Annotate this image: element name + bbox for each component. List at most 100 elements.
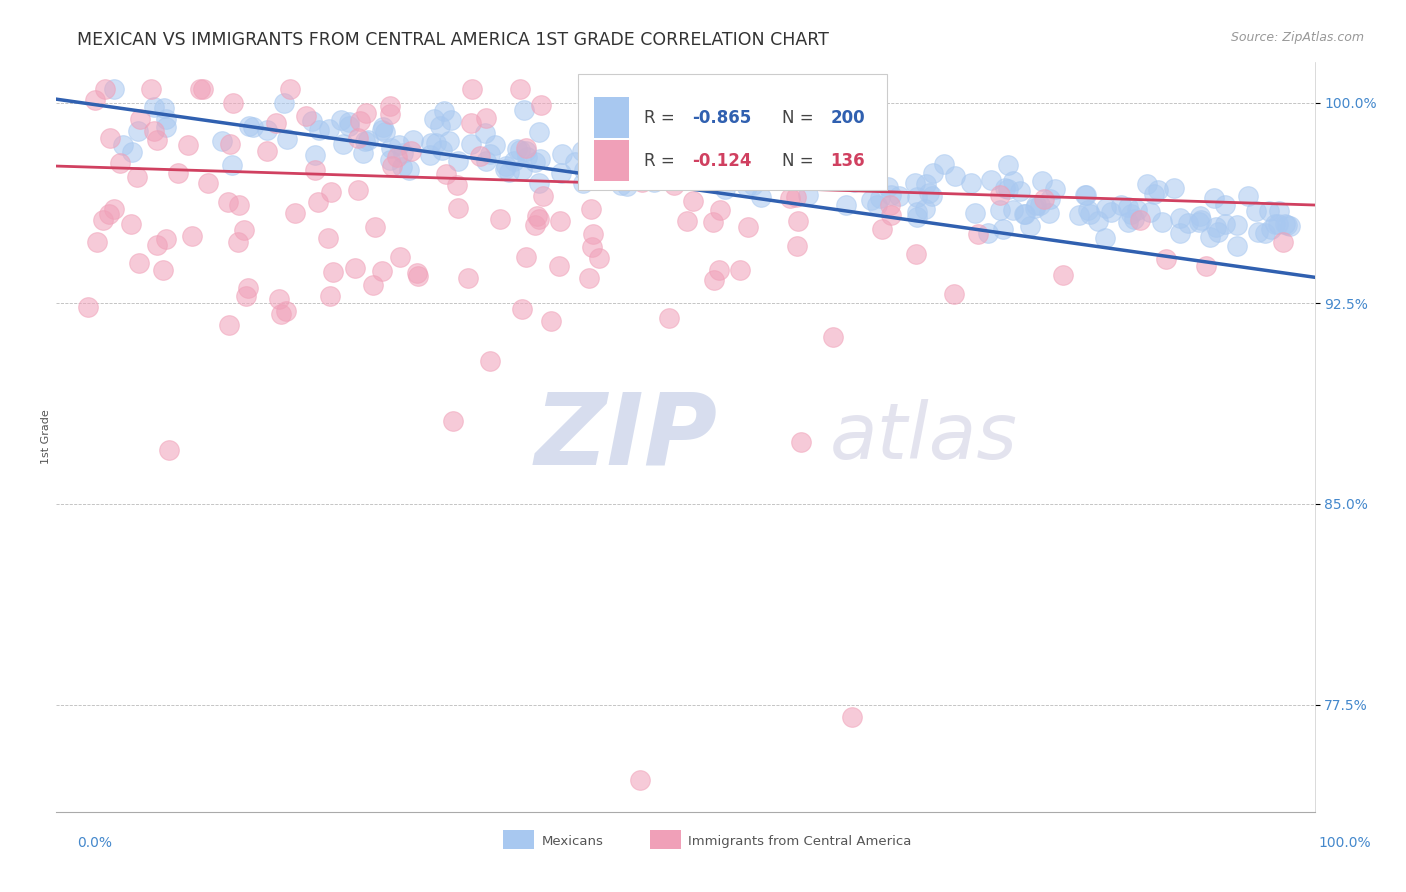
- Point: [510, 163, 533, 178]
- Point: [616, 179, 638, 194]
- Point: [494, 161, 516, 176]
- Point: [728, 167, 751, 181]
- Point: [363, 220, 385, 235]
- Point: [1012, 206, 1035, 220]
- Point: [1278, 219, 1301, 233]
- Point: [1236, 188, 1258, 202]
- Point: [839, 172, 862, 186]
- Point: [714, 182, 737, 196]
- Point: [727, 140, 749, 154]
- Point: [583, 146, 606, 161]
- Point: [1014, 207, 1036, 221]
- Point: [786, 238, 808, 252]
- Point: [446, 178, 468, 192]
- Point: [610, 178, 633, 193]
- Point: [1257, 203, 1279, 218]
- Point: [993, 222, 1015, 236]
- Point: [1010, 184, 1032, 198]
- Point: [879, 198, 901, 212]
- Point: [582, 227, 605, 241]
- Point: [269, 292, 291, 306]
- Point: [509, 144, 531, 158]
- Point: [583, 161, 606, 175]
- Point: [125, 169, 148, 184]
- Point: [548, 260, 571, 274]
- Point: [405, 266, 427, 280]
- Point: [783, 159, 806, 173]
- Point: [425, 136, 447, 150]
- Point: [502, 153, 524, 168]
- Point: [905, 246, 928, 260]
- Point: [581, 167, 603, 181]
- Point: [870, 221, 893, 235]
- Point: [363, 278, 385, 293]
- Point: [515, 141, 537, 155]
- Point: [905, 205, 928, 219]
- Point: [155, 232, 177, 246]
- Point: [709, 203, 731, 218]
- Point: [141, 82, 163, 96]
- Point: [588, 161, 610, 176]
- Point: [274, 304, 297, 318]
- Point: [1264, 217, 1286, 231]
- Point: [430, 143, 453, 157]
- Point: [700, 132, 723, 146]
- Point: [145, 133, 167, 147]
- Point: [1074, 187, 1097, 202]
- Point: [495, 159, 517, 173]
- Point: [1215, 217, 1237, 231]
- Point: [1038, 206, 1060, 220]
- Point: [152, 263, 174, 277]
- Point: [851, 161, 873, 176]
- Bar: [650, 830, 681, 849]
- Point: [661, 145, 683, 159]
- Point: [1226, 238, 1249, 252]
- Point: [197, 176, 219, 190]
- Point: [572, 176, 595, 190]
- Point: [735, 180, 758, 194]
- Point: [307, 194, 329, 209]
- Point: [880, 208, 903, 222]
- Point: [294, 109, 316, 123]
- Point: [235, 289, 257, 303]
- Point: [866, 198, 889, 212]
- Point: [1129, 213, 1152, 227]
- Point: [322, 265, 344, 279]
- Point: [120, 217, 142, 231]
- Point: [218, 318, 240, 333]
- Point: [510, 302, 533, 317]
- Point: [349, 113, 371, 128]
- Point: [121, 145, 143, 160]
- Point: [381, 159, 404, 173]
- Point: [672, 171, 695, 186]
- Point: [658, 311, 681, 326]
- Point: [905, 190, 928, 204]
- Point: [479, 354, 502, 368]
- Point: [787, 213, 810, 227]
- FancyBboxPatch shape: [578, 74, 887, 190]
- Point: [1168, 211, 1191, 225]
- Point: [779, 191, 801, 205]
- Point: [531, 189, 554, 203]
- Point: [1154, 252, 1177, 266]
- Point: [352, 146, 374, 161]
- Point: [914, 177, 936, 191]
- Point: [997, 158, 1019, 172]
- Point: [707, 263, 730, 277]
- Point: [276, 132, 298, 146]
- Point: [835, 198, 858, 212]
- Point: [401, 144, 423, 158]
- Point: [675, 214, 697, 228]
- Point: [526, 209, 548, 223]
- Point: [256, 144, 278, 158]
- Point: [98, 131, 121, 145]
- Text: Source: ZipAtlas.com: Source: ZipAtlas.com: [1230, 31, 1364, 45]
- Point: [103, 202, 125, 216]
- Point: [373, 120, 395, 134]
- Point: [960, 176, 983, 190]
- Point: [918, 186, 941, 201]
- Point: [1099, 205, 1122, 219]
- Point: [103, 82, 125, 96]
- Point: [1244, 203, 1267, 218]
- Point: [128, 255, 150, 269]
